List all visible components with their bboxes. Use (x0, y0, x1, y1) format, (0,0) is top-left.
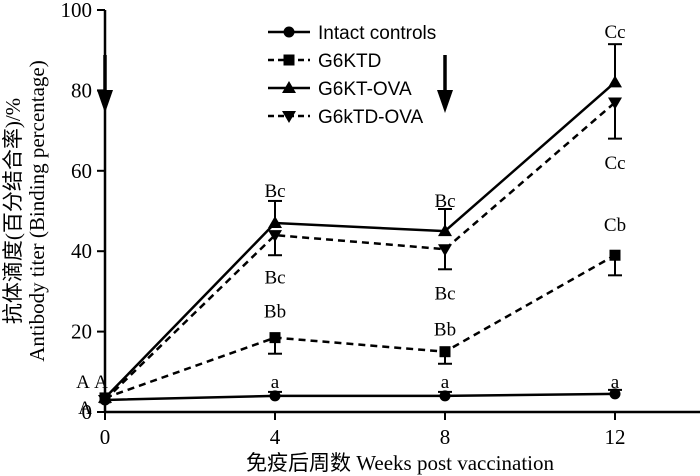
significance-label: A (78, 398, 92, 419)
marker-circle (283, 26, 295, 38)
significance-label: Bb (264, 302, 286, 323)
legend-item: G6KT-OVA (268, 79, 412, 100)
significance-label: Cc (604, 22, 625, 43)
axes (103, 10, 700, 414)
significance-label: Bb (434, 320, 456, 341)
marker-circle (269, 390, 281, 402)
legend-item: G6kTD-OVA (268, 107, 424, 128)
marker-triangle-down (438, 244, 452, 257)
series-line (104, 81, 616, 399)
y-tick-label: 100 (61, 0, 93, 22)
x-tick-label: 12 (605, 425, 626, 449)
marker-circle (439, 390, 451, 402)
marker-square (269, 332, 281, 344)
y-axis-label-line2: Antibody titer (Binding percentage) (25, 60, 49, 362)
series-intact-controls (99, 388, 622, 406)
significance-label: a (271, 372, 280, 393)
marker-triangle-up (268, 216, 282, 229)
x-tick-label: 4 (270, 425, 281, 449)
significance-label: Cc (604, 153, 625, 174)
vaccination-arrows (97, 55, 453, 113)
significance-label: Bc (264, 267, 285, 288)
marker-triangle-down (608, 97, 622, 110)
y-tick-label: 20 (71, 320, 92, 344)
y-tick-label: 0 (82, 400, 93, 424)
y-axis-label-line1: 抗体滴度(百分结合率)/% (1, 98, 25, 324)
significance-label: A (76, 372, 90, 393)
marker-triangle-down (98, 394, 112, 407)
significance-label: Cb (604, 215, 626, 236)
series-line (104, 392, 616, 402)
series-line (104, 254, 616, 400)
marker-triangle-up (438, 224, 452, 237)
legend-label: Intact controls (318, 23, 436, 44)
series-group (98, 43, 622, 407)
significance-label: Bc (434, 283, 455, 304)
significance-label: a (441, 372, 450, 393)
series-g6ktd (99, 249, 622, 404)
marker-triangle-up (608, 75, 622, 88)
marker-square (609, 249, 621, 261)
marker-triangle-down (268, 230, 282, 243)
y-tick-label: 60 (71, 159, 92, 183)
significance-label: A (94, 372, 108, 393)
legend-item: Intact controls (268, 23, 436, 44)
x-axis-label: 免疫后周数 Weeks post vaccination (246, 451, 554, 475)
annotations: A AA Bc Bc Bb a Bc Bc Bb a Cc Cc Cb a (76, 22, 626, 419)
series-line (104, 101, 616, 401)
significance-label: Bc (264, 181, 285, 202)
legend: Intact controls G6KTD G6KT-OVA G6kTD-OVA (268, 23, 436, 128)
marker-square (439, 346, 451, 358)
y-tick-label: 80 (71, 78, 92, 102)
marker-triangle-down (282, 111, 296, 123)
series-g6ktd-ova (98, 97, 622, 407)
x-tick-label: 8 (440, 425, 451, 449)
marker-triangle-up (282, 81, 296, 93)
marker-circle (609, 388, 621, 400)
legend-label: G6KTD (318, 51, 381, 72)
y-tick-label: 40 (71, 239, 92, 263)
marker-square (283, 54, 295, 66)
tick-labels: 0 20 40 60 80 100 0 4 8 12 (61, 0, 626, 449)
legend-item: G6KTD (268, 51, 381, 72)
legend-label: G6KT-OVA (318, 79, 412, 100)
vaccination-arrow-head (437, 90, 453, 113)
significance-label: Bc (434, 191, 455, 212)
x-tick-label: 0 (100, 425, 111, 449)
significance-label: a (611, 372, 620, 393)
vaccination-arrow-head (97, 90, 113, 113)
legend-label: G6kTD-OVA (318, 107, 424, 128)
